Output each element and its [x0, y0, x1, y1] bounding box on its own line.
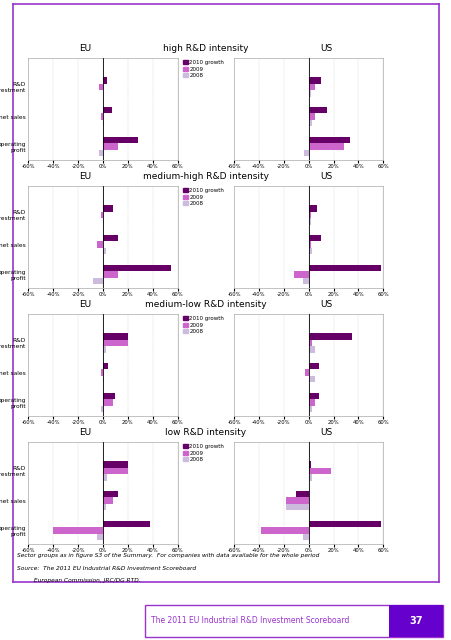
Bar: [103, 333, 128, 340]
Bar: [103, 346, 106, 353]
Text: EU: EU: [79, 428, 91, 437]
Bar: [308, 212, 311, 218]
Bar: [103, 376, 104, 383]
Bar: [308, 84, 314, 90]
Bar: [103, 271, 118, 278]
Bar: [308, 248, 312, 255]
Bar: [308, 264, 380, 271]
Legend: 2010 growth, 2009, 2008: 2010 growth, 2009, 2008: [182, 444, 224, 462]
Bar: [93, 278, 103, 284]
Bar: [101, 369, 103, 376]
Bar: [302, 278, 308, 284]
Bar: [308, 113, 314, 120]
Bar: [308, 143, 343, 150]
Bar: [103, 143, 118, 150]
Bar: [308, 136, 349, 143]
Bar: [103, 497, 113, 504]
Bar: [103, 264, 171, 271]
Bar: [303, 150, 308, 156]
Bar: [308, 520, 380, 527]
Bar: [103, 504, 106, 511]
Bar: [286, 497, 308, 504]
Text: low R&D intensity: low R&D intensity: [165, 428, 246, 437]
Bar: [308, 107, 327, 113]
Bar: [53, 527, 103, 534]
Bar: [308, 235, 321, 241]
Bar: [296, 491, 308, 497]
Bar: [103, 491, 118, 497]
Bar: [103, 392, 115, 399]
Bar: [308, 376, 314, 383]
Bar: [304, 369, 308, 376]
Bar: [302, 534, 308, 540]
Bar: [308, 218, 311, 225]
Text: EU: EU: [79, 172, 91, 181]
Bar: [308, 468, 331, 474]
Bar: [293, 271, 308, 278]
Bar: [103, 363, 108, 369]
Text: US: US: [320, 428, 332, 437]
Bar: [308, 392, 318, 399]
Bar: [286, 504, 308, 511]
Bar: [99, 150, 103, 156]
Bar: [308, 241, 311, 248]
Text: EU: EU: [79, 300, 91, 309]
Text: US: US: [320, 300, 332, 309]
Bar: [103, 340, 128, 346]
Bar: [103, 120, 104, 127]
Bar: [308, 77, 321, 84]
Bar: [103, 205, 113, 212]
Bar: [308, 120, 312, 127]
Bar: [103, 474, 106, 481]
FancyBboxPatch shape: [144, 605, 442, 637]
Bar: [103, 218, 104, 225]
Bar: [308, 399, 314, 406]
Text: medium-high R&D intensity: medium-high R&D intensity: [143, 172, 268, 181]
Text: The 2011 EU Industrial R&D Investment Scoreboard: The 2011 EU Industrial R&D Investment Sc…: [150, 616, 348, 625]
Bar: [308, 461, 311, 468]
Bar: [261, 527, 308, 534]
Bar: [101, 113, 103, 120]
Bar: [308, 90, 311, 97]
Bar: [97, 534, 103, 540]
Bar: [103, 468, 128, 474]
Text: Source:  The 2011 EU Industrial R&D Investment Scoreboard: Source: The 2011 EU Industrial R&D Inves…: [17, 566, 196, 570]
Bar: [308, 333, 351, 340]
Legend: 2010 growth, 2009, 2008: 2010 growth, 2009, 2008: [182, 316, 224, 334]
Bar: [308, 346, 314, 353]
Bar: [103, 248, 106, 255]
Text: 37: 37: [409, 616, 422, 626]
Text: medium-low R&D intensity: medium-low R&D intensity: [145, 300, 266, 309]
Bar: [308, 205, 317, 212]
Bar: [97, 241, 103, 248]
Bar: [308, 363, 318, 369]
Text: US: US: [320, 172, 332, 181]
Bar: [103, 107, 111, 113]
Bar: [101, 406, 103, 412]
Bar: [101, 212, 103, 218]
FancyBboxPatch shape: [388, 605, 442, 637]
Text: Figure 7.   Annual growth rates of main  indicators by R&D intensity for the EU : Figure 7. Annual growth rates of main in…: [19, 14, 379, 23]
Bar: [103, 520, 150, 527]
Bar: [308, 474, 312, 481]
Bar: [103, 461, 128, 468]
Bar: [103, 77, 106, 84]
Legend: 2010 growth, 2009, 2008: 2010 growth, 2009, 2008: [182, 60, 224, 78]
Bar: [103, 399, 113, 406]
Text: high R&D intensity: high R&D intensity: [163, 44, 248, 53]
Bar: [308, 406, 312, 412]
Bar: [308, 340, 312, 346]
Bar: [103, 235, 118, 241]
Text: European Commission, JRC/DG RTD.: European Commission, JRC/DG RTD.: [17, 578, 141, 583]
Text: companies: companies: [106, 26, 150, 35]
Text: Sector groups as in figure S3 of the Summary.  For companies with data available: Sector groups as in figure S3 of the Sum…: [17, 553, 319, 558]
Bar: [99, 84, 103, 90]
Text: EU: EU: [79, 44, 91, 53]
Text: US: US: [320, 44, 332, 53]
Legend: 2010 growth, 2009, 2008: 2010 growth, 2009, 2008: [182, 188, 224, 206]
Bar: [103, 136, 138, 143]
